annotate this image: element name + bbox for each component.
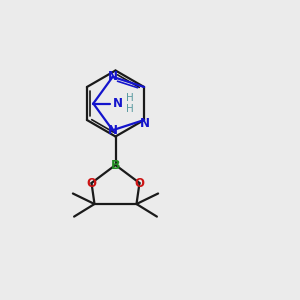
Text: N: N (113, 97, 123, 110)
Text: O: O (134, 176, 145, 190)
Text: O: O (86, 176, 97, 190)
Text: N: N (108, 70, 118, 83)
Text: B: B (111, 158, 120, 172)
Text: N: N (140, 117, 150, 130)
Text: H: H (126, 93, 134, 103)
Text: H: H (126, 104, 134, 114)
Text: N: N (108, 124, 118, 137)
